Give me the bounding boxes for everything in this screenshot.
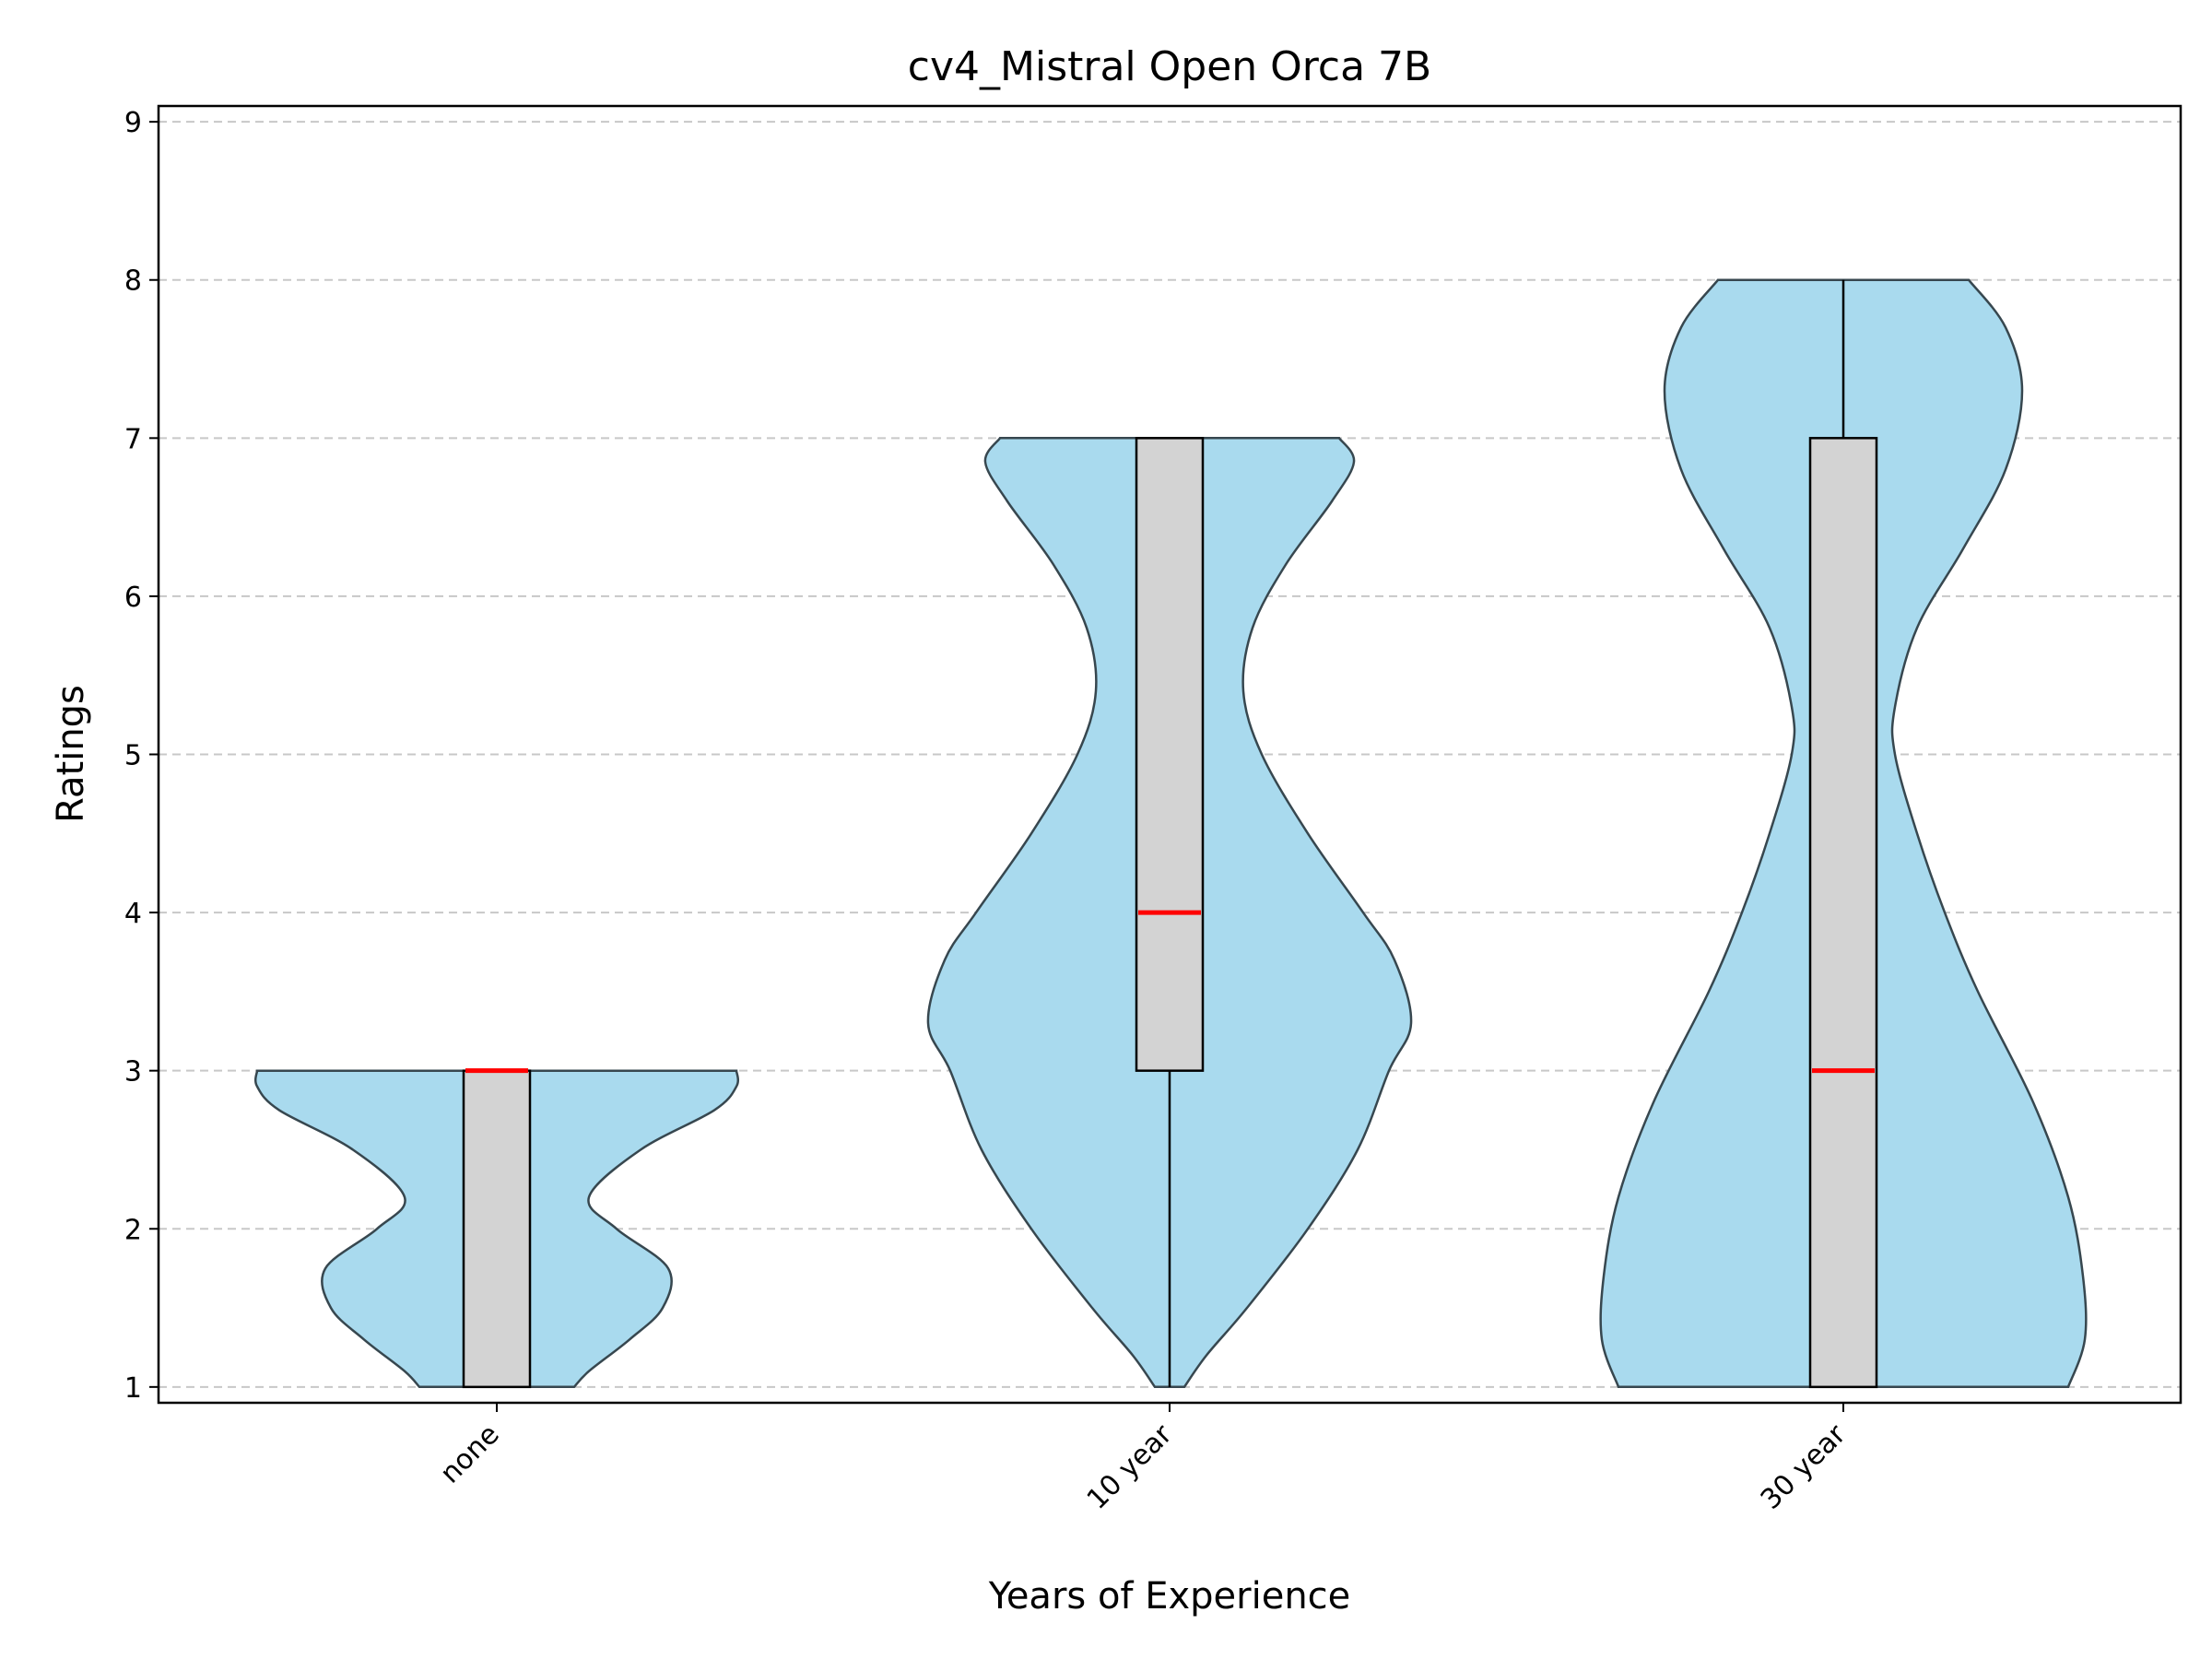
y-tick-label: 2 xyxy=(124,1214,142,1246)
box-iqr xyxy=(1135,437,1205,1072)
boxplots xyxy=(462,279,1878,1389)
x-axis-ticks: none 10 year 30 year xyxy=(434,1403,1853,1516)
y-tick-label: 5 xyxy=(124,740,142,772)
box-iqr xyxy=(1808,437,1878,1389)
chart-title: cv4_Mistral Open Orca 7B xyxy=(908,43,1431,90)
y-tick-label: 4 xyxy=(124,898,142,930)
y-tick-label: 9 xyxy=(124,107,142,139)
y-tick-label: 3 xyxy=(124,1056,142,1088)
y-axis-label: Ratings xyxy=(50,685,92,823)
x-axis-label: Years of Experience xyxy=(988,1575,1351,1618)
y-tick-label: 1 xyxy=(124,1372,142,1405)
y-tick-label: 8 xyxy=(124,265,142,298)
y-axis-ticks: 1 2 3 4 5 6 7 8 9 xyxy=(124,107,159,1405)
x-tick-label: 10 year xyxy=(1081,1418,1179,1515)
y-tick-label: 6 xyxy=(124,582,142,614)
y-tick-label: 7 xyxy=(124,423,142,455)
x-tick-label: none xyxy=(434,1418,506,1490)
x-tick-label: 30 year xyxy=(1755,1418,1853,1515)
box-iqr xyxy=(462,1069,532,1389)
